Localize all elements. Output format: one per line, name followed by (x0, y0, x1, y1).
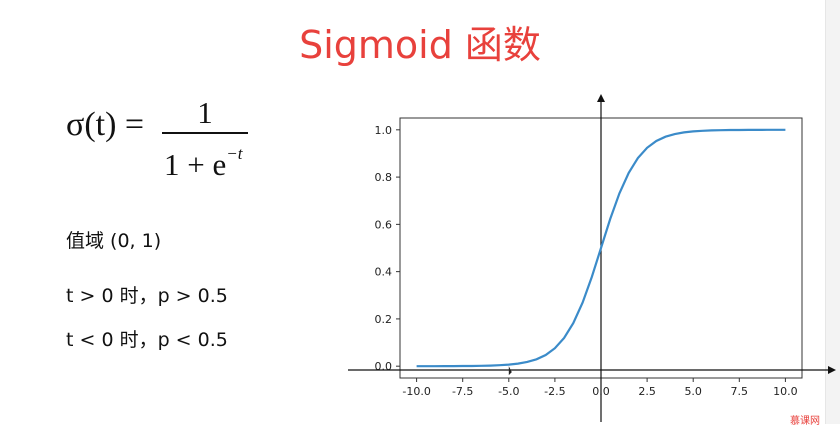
y-axis-arrow (597, 94, 605, 102)
y-tick-label: 0.6 (375, 218, 393, 231)
formula-denominator: 1 + e−t (162, 137, 248, 182)
x-tick-label: 10.0 (773, 385, 798, 398)
x-tick-label: -7.5 (452, 385, 473, 398)
denominator-base: 1 + e (164, 147, 227, 182)
formula-numerator: 1 (197, 95, 213, 130)
x-tick-label: -10.0 (402, 385, 430, 398)
x-tick-label: 2.5 (638, 385, 656, 398)
x-tick-label: -2.5 (544, 385, 565, 398)
y-tick-label: 0.2 (375, 313, 393, 326)
positive-note: t > 0 时，p > 0.5 (66, 285, 228, 307)
formula-lhs: σ(t) = (66, 106, 145, 143)
y-tick-label: 0.0 (375, 360, 393, 373)
fraction-bar (162, 132, 248, 134)
y-tick-label: 0.4 (375, 266, 393, 279)
denominator-exponent: −t (226, 144, 243, 163)
negative-note: t < 0 时，p < 0.5 (66, 329, 228, 351)
mouse-cursor-icon (508, 366, 512, 376)
formula-fraction: 1 1 + e−t (162, 96, 248, 182)
x-tick-label: -5.0 (498, 385, 519, 398)
x-tick-label: 5.0 (684, 385, 702, 398)
sigmoid-curve (416, 128, 786, 368)
y-tick-label: 0.8 (375, 171, 393, 184)
y-tick-label: 1.0 (375, 124, 393, 137)
slide-title: Sigmoid 函数 (299, 23, 541, 67)
x-tick-label: 7.5 (731, 385, 749, 398)
range-note: 值域 (0, 1) (66, 230, 162, 252)
window-right-edge (825, 0, 840, 424)
x-axis-arrow (828, 366, 836, 374)
watermark: 慕课网 (790, 416, 820, 427)
